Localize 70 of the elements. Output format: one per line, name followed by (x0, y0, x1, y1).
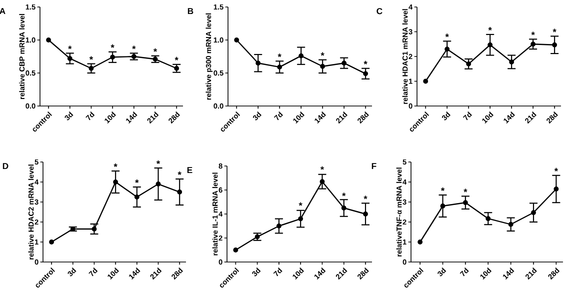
annotation: * (552, 28, 556, 32)
point (88, 66, 94, 71)
annotation: * (488, 26, 492, 30)
chart-title: D (2, 163, 8, 170)
point (320, 64, 326, 69)
point (418, 240, 423, 244)
point (488, 42, 493, 48)
point (363, 212, 368, 216)
annotation: * (320, 52, 324, 56)
annotation: * (440, 188, 445, 191)
chart-title: E (187, 167, 192, 174)
annotation: * (278, 54, 282, 58)
chart-title: A (0, 8, 6, 14)
point (486, 216, 491, 222)
point (276, 224, 282, 228)
annotation: * (156, 160, 160, 164)
point (152, 56, 158, 62)
point (277, 64, 282, 70)
annotation: * (531, 32, 535, 36)
annotation: * (464, 188, 468, 192)
point (466, 61, 472, 66)
annotation: * (554, 168, 558, 172)
point (363, 71, 368, 76)
point (509, 59, 514, 64)
point (134, 194, 140, 200)
annotation: * (174, 56, 178, 60)
annotation: * (68, 46, 72, 50)
annotation: * (320, 166, 324, 170)
point (530, 42, 536, 47)
point (462, 200, 468, 206)
point (131, 54, 136, 59)
point (423, 78, 428, 84)
point (110, 54, 116, 60)
point (156, 182, 161, 186)
point (298, 216, 304, 222)
annotation: * (135, 180, 139, 183)
annotation: * (178, 172, 182, 175)
point (177, 190, 182, 194)
annotation: * (364, 60, 368, 64)
point (298, 53, 304, 58)
point (233, 248, 238, 252)
point (531, 210, 536, 216)
annotation: * (298, 202, 302, 206)
point (440, 204, 446, 208)
point (92, 226, 97, 232)
annotation: * (153, 48, 158, 52)
point (49, 240, 54, 244)
annotation: * (89, 56, 94, 60)
point (554, 186, 559, 192)
point (444, 46, 450, 52)
point (256, 60, 261, 66)
point (341, 206, 346, 210)
annotation: * (364, 196, 368, 200)
annotation: * (132, 46, 136, 50)
point (46, 38, 52, 42)
chart-title: F (372, 163, 376, 170)
point (508, 222, 514, 227)
chart-title: C (376, 8, 382, 14)
annotation: * (445, 34, 449, 38)
annotation: * (110, 44, 114, 48)
point (67, 56, 72, 61)
point (234, 38, 240, 42)
annotation: * (114, 164, 118, 167)
point (552, 42, 558, 48)
point (342, 60, 347, 66)
annotation: * (342, 192, 346, 196)
chart-title: B (188, 8, 194, 14)
point (254, 234, 260, 240)
point (113, 180, 118, 184)
point (320, 179, 325, 184)
